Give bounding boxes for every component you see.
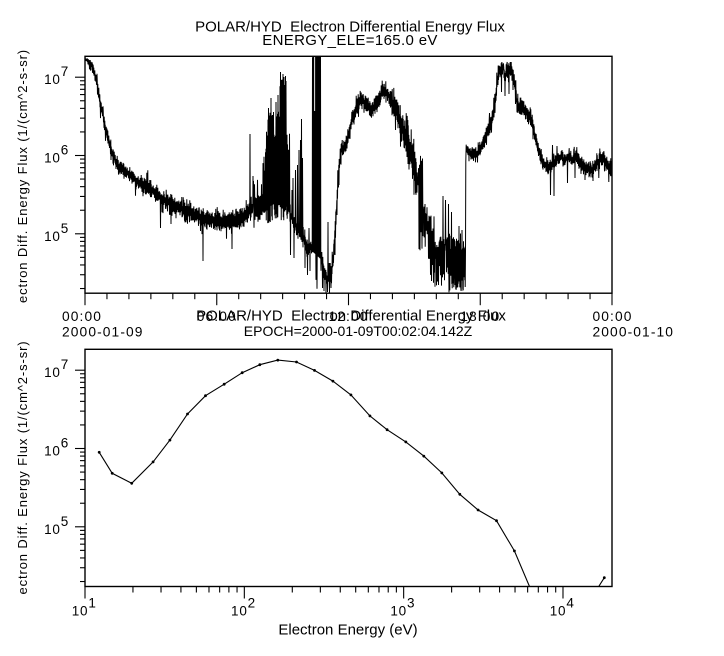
svg-text:POLAR/HYD Electron Differenti: POLAR/HYD Electron Differential Energy F… bbox=[196, 308, 506, 325]
svg-text:Electron Energy (eV): Electron Energy (eV) bbox=[278, 622, 417, 639]
svg-text:12:00: 12:00 bbox=[328, 309, 368, 324]
svg-text:2000-01-09: 2000-01-09 bbox=[62, 324, 144, 339]
svg-text:EPOCH=2000-01-09T00:02:04.142Z: EPOCH=2000-01-09T00:02:04.142Z bbox=[244, 323, 473, 339]
svg-text:POLAR/HYD Electron Differenti: POLAR/HYD Electron Differential Energy F… bbox=[195, 19, 505, 36]
svg-text:ectron Diff. Energy Flux (1/(c: ectron Diff. Energy Flux (1/(cm^2-s-sr) bbox=[15, 341, 30, 595]
svg-text:00:00: 00:00 bbox=[593, 309, 633, 324]
svg-text:06:00: 06:00 bbox=[197, 309, 237, 324]
svg-text:ectron Diff. Energy Flux (1/(c: ectron Diff. Energy Flux (1/(cm^2-s-sr) bbox=[15, 49, 30, 303]
svg-text:00:00: 00:00 bbox=[62, 309, 102, 324]
svg-text:2000-01-10: 2000-01-10 bbox=[593, 324, 675, 339]
svg-text:18:00: 18:00 bbox=[460, 309, 500, 324]
svg-text:ENERGY_ELE=165.0 eV: ENERGY_ELE=165.0 eV bbox=[262, 32, 438, 49]
